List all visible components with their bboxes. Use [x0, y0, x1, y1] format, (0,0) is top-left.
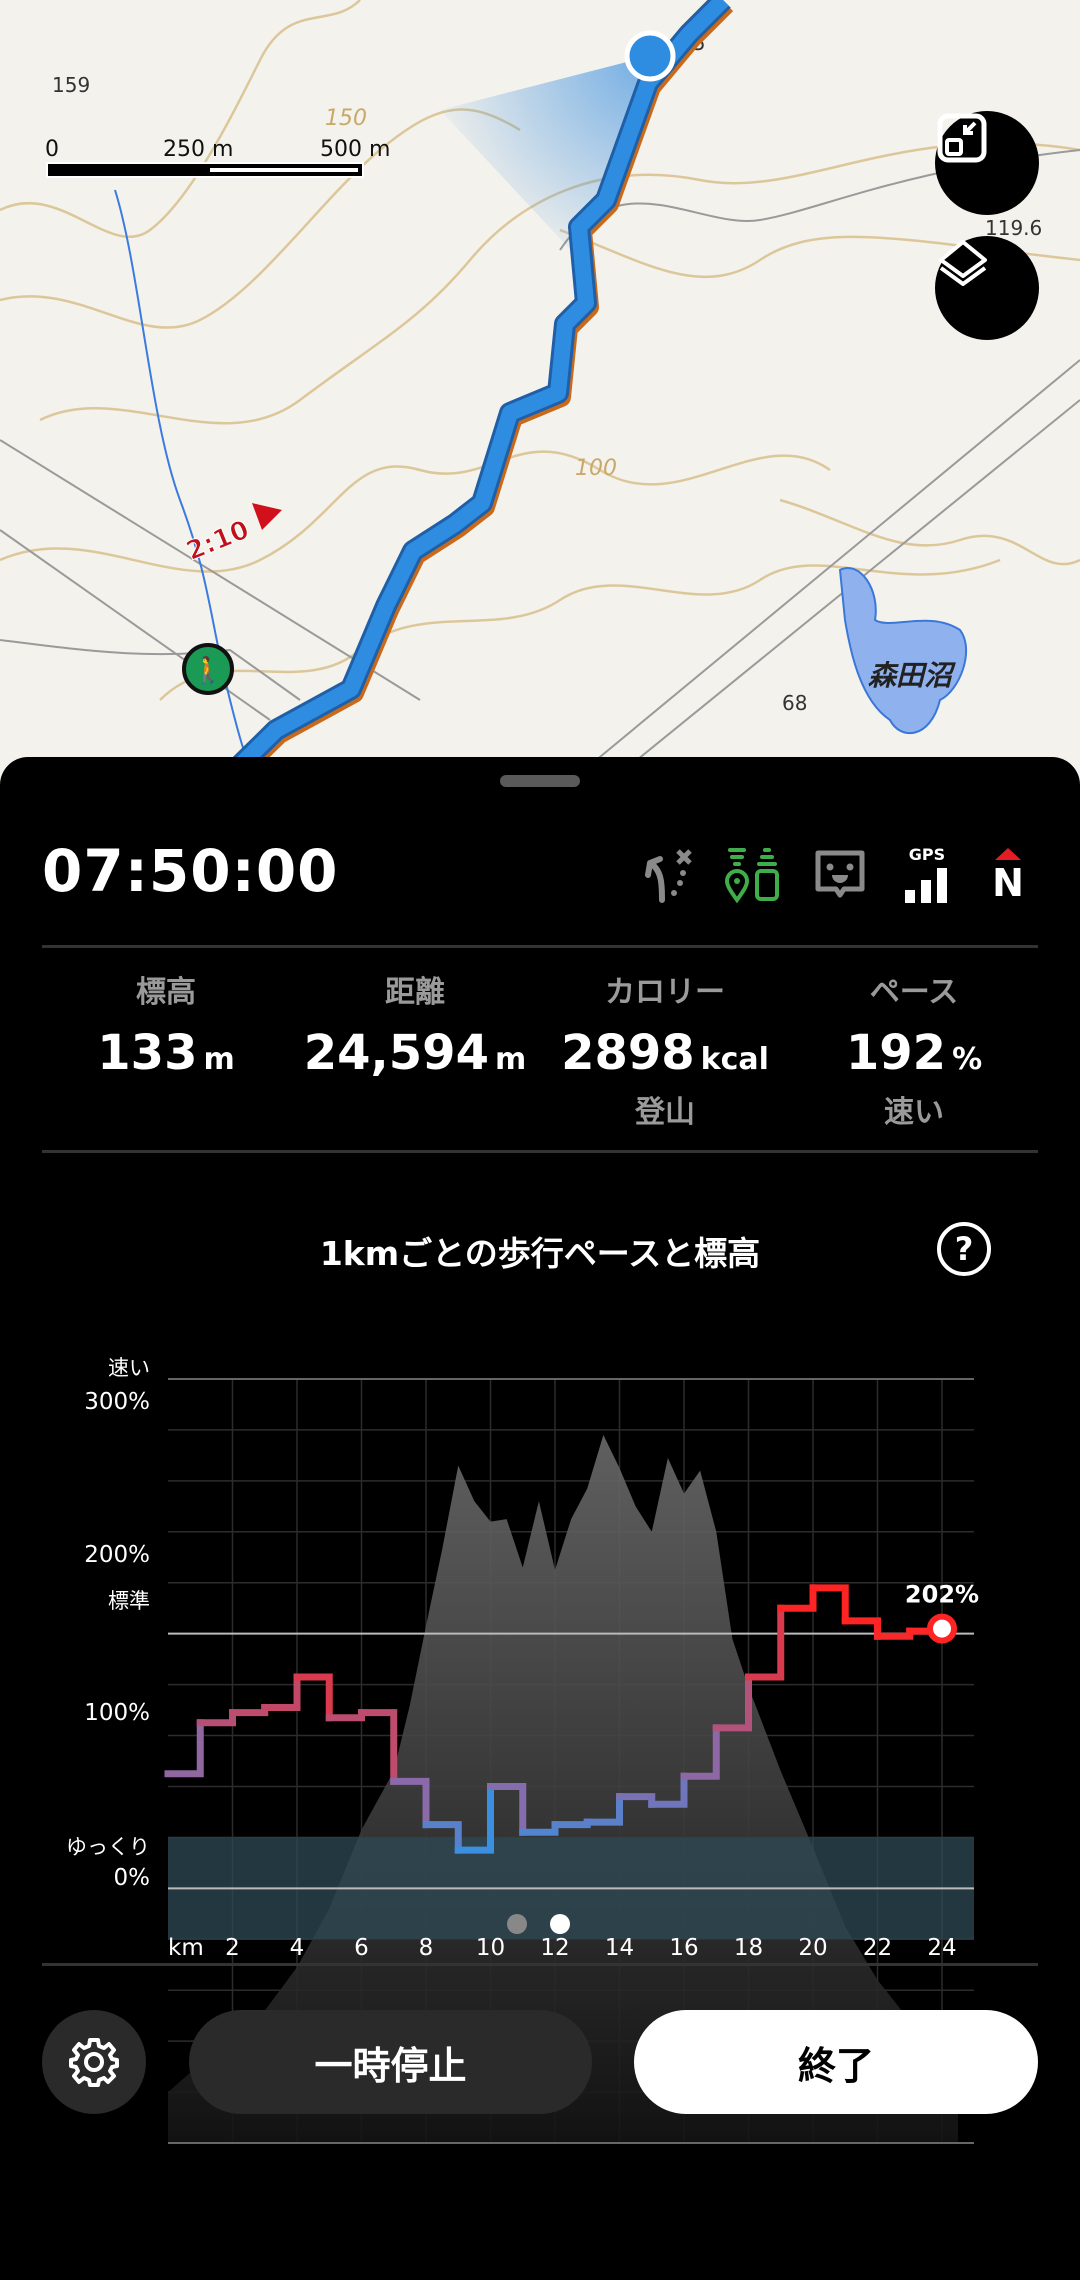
pace-step [293, 1673, 333, 1722]
svg-text:🚶: 🚶 [192, 655, 224, 686]
divider [42, 1150, 1038, 1153]
y-label-slow: ゆっくり [66, 1835, 150, 1859]
pace-step [487, 1782, 527, 1836]
y-label-fast: 速い [108, 1356, 150, 1380]
pace-step [551, 1818, 591, 1829]
pace-step [809, 1584, 849, 1625]
north-compass-icon[interactable]: N [980, 845, 1036, 905]
lake [838, 567, 968, 735]
topographic-map[interactable]: 森田沼 159 35 119.6 68 150 100 0 250 m 500 … [0, 0, 1080, 790]
page-dot-2[interactable] [550, 1914, 570, 1934]
pace-step [229, 1704, 269, 1717]
contour-lines [0, 0, 1080, 701]
x-unit: km [168, 1935, 204, 1961]
stat-distance: 距離 24,594 m [303, 975, 527, 1081]
y-label-standard: 標準 [108, 1589, 150, 1613]
pace-step [358, 1709, 398, 1785]
pace-step [680, 1724, 720, 1780]
svg-text:500 m: 500 m [320, 137, 390, 162]
pace-step [777, 1584, 817, 1612]
voice-guide-icon [815, 850, 865, 898]
help-icon[interactable]: ? [937, 1222, 991, 1276]
stat-elevation: 標高 133 m [97, 975, 235, 1081]
stat-pace: ペース 192% 速い [845, 975, 983, 1130]
pace-step [261, 1673, 301, 1712]
chart-title: 1kmごとの歩行ペースと標高 [319, 1234, 761, 1273]
pace-step [648, 1772, 688, 1808]
x-tick: 18 [734, 1935, 763, 1961]
contour-label: 150 [325, 106, 367, 131]
current-pace-label: 202% [905, 1581, 979, 1609]
pace-step [196, 1709, 236, 1727]
y-tick: 300% [84, 1389, 150, 1415]
divider [42, 1963, 1038, 1966]
x-tick: 14 [605, 1935, 634, 1961]
river [114, 189, 261, 790]
signal-status-icon [725, 848, 779, 904]
y-tick: 200% [84, 1542, 150, 1568]
x-tick: 8 [419, 1935, 434, 1961]
elapsed-timer: 07:50:00 [42, 837, 339, 905]
scale-bar: 0 250 m 500 m [45, 137, 390, 178]
pace-step [745, 1604, 785, 1681]
fit-screen-icon [937, 113, 987, 163]
x-tick: 10 [476, 1935, 505, 1961]
pause-button[interactable]: 一時停止 [189, 2010, 592, 2114]
current-location-icon [624, 30, 676, 82]
off-route-icon [645, 849, 692, 903]
map-view[interactable]: 森田沼 159 35 119.6 68 150 100 0 250 m 500 … [0, 0, 1080, 790]
x-tick: 4 [290, 1935, 305, 1961]
pace-step [454, 1782, 494, 1854]
pace-step [712, 1673, 752, 1732]
x-tick: 24 [927, 1935, 956, 1961]
gps-icon: GPS [897, 845, 957, 905]
x-tick: 2 [225, 1935, 240, 1961]
elevation-point: 159 [52, 73, 90, 97]
page-dot-1[interactable] [507, 1914, 527, 1934]
start-hiker-icon[interactable]: 🚶 [182, 643, 234, 695]
finish-button[interactable]: 終了 [634, 2010, 1038, 2114]
pace-step [422, 1821, 462, 1854]
layers-icon [939, 240, 987, 286]
y-tick: 100% [84, 1700, 150, 1726]
elevation-point: 68 [782, 691, 807, 715]
walked-track [211, 0, 729, 790]
divider [42, 945, 1038, 948]
x-tick: 22 [863, 1935, 892, 1961]
pace-step [583, 1793, 623, 1826]
svg-text:250 m: 250 m [163, 137, 233, 162]
current-pace-marker [927, 1613, 957, 1644]
settings-button[interactable] [42, 2010, 146, 2114]
time-marker-label: 2:10 [182, 515, 253, 567]
sheet-drag-handle[interactable] [500, 775, 580, 787]
y-tick: 0% [114, 1865, 151, 1891]
pace-step [390, 1777, 430, 1829]
x-tick: 12 [540, 1935, 569, 1961]
bottom-sheet: 07:50:00 GPS N 標高 133 m 距離 24,594 m カロリー 2… [0, 757, 1080, 2280]
x-tick: 16 [669, 1935, 698, 1961]
pace-step [841, 1617, 881, 1640]
fit-screen-button[interactable] [935, 111, 1039, 215]
lake-name: 森田沼 [868, 659, 956, 692]
pace-step [164, 1719, 204, 1778]
stat-calories: カロリー 2898 kcal 登山 [561, 975, 769, 1130]
pace-step [325, 1709, 365, 1722]
time-marker-flag [252, 503, 282, 530]
gear-icon [69, 2038, 119, 2087]
contour-label: 100 [575, 456, 617, 481]
elevation-area [168, 1435, 959, 2143]
x-tick: 20 [798, 1935, 827, 1961]
layers-button[interactable] [935, 236, 1039, 340]
svg-text:0: 0 [45, 137, 59, 162]
x-tick: 6 [354, 1935, 369, 1961]
pace-step [874, 1627, 914, 1640]
